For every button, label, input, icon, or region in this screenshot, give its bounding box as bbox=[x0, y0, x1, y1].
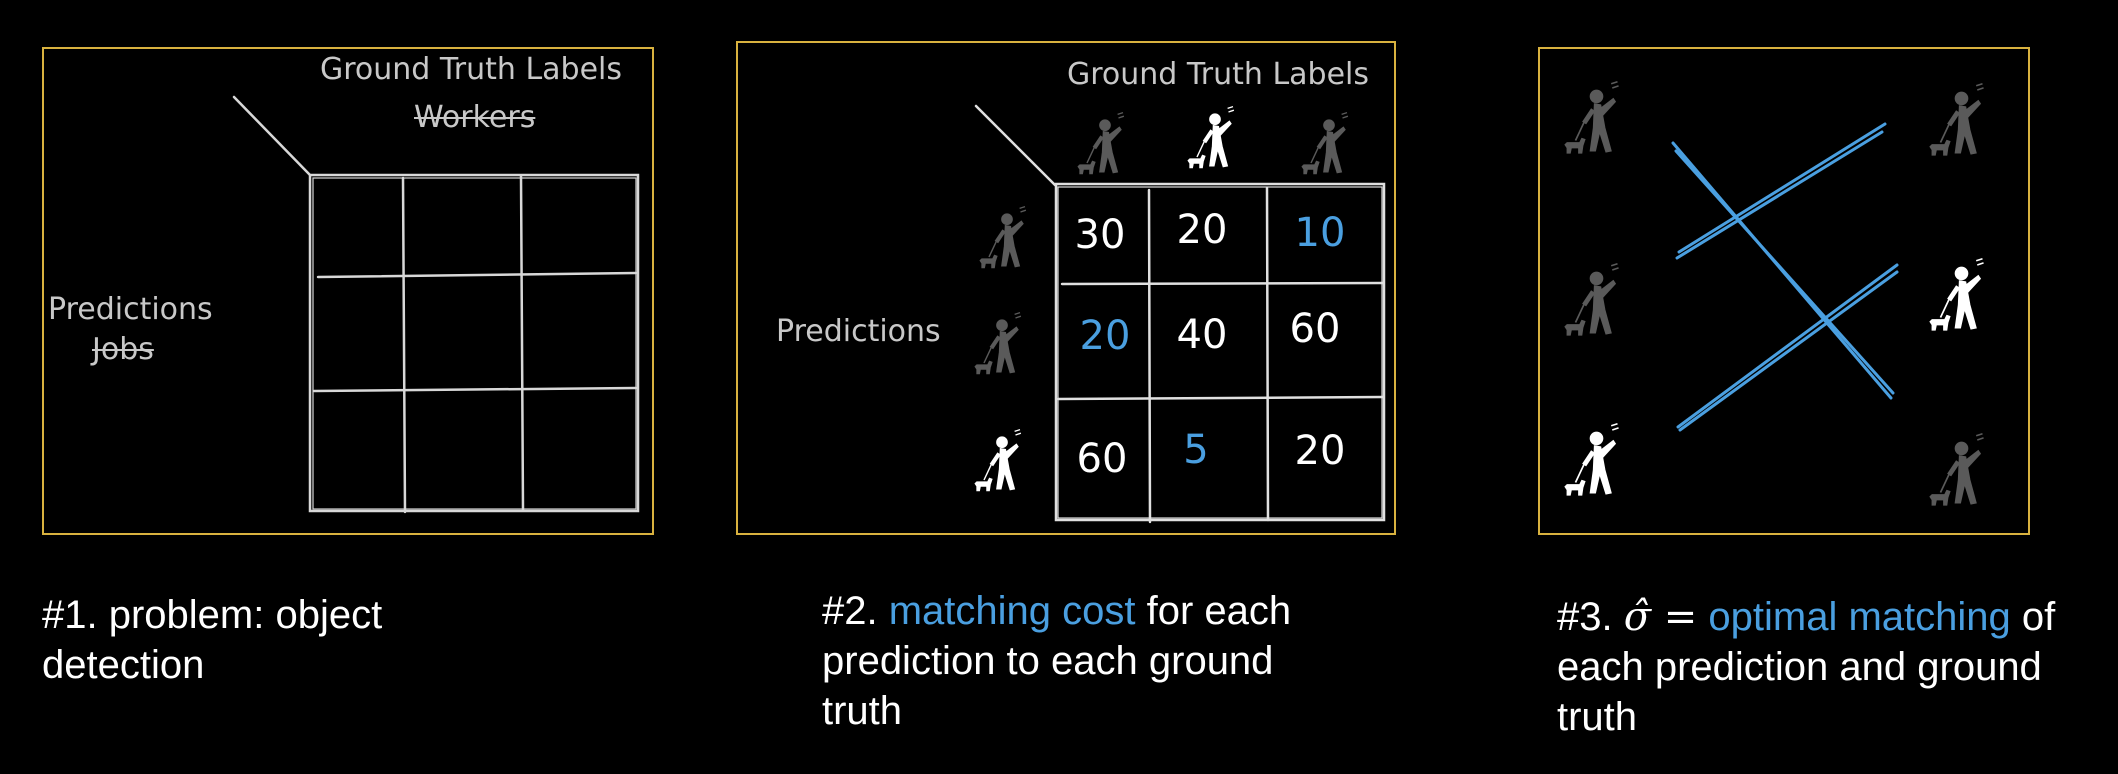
gt-figure-2-icon bbox=[1187, 105, 1235, 169]
caption-2-highlight: matching cost bbox=[888, 589, 1136, 633]
caption-3-suffix: of each prediction and ground truth bbox=[1557, 595, 2056, 739]
panel1-predictions-label: Predictions bbox=[48, 292, 213, 327]
caption-3-symbol: σ̂ = bbox=[1623, 594, 1698, 640]
caption-2-prefix: #2. bbox=[822, 589, 889, 633]
caption-3: #3. σ̂ = optimal matching of each predic… bbox=[1557, 592, 2097, 742]
panel2-ground-truth-label: Ground Truth Labels bbox=[1067, 57, 1370, 92]
cost-cell-r2c3: 60 bbox=[1289, 306, 1341, 352]
cost-cell-r3c1: 60 bbox=[1076, 436, 1128, 482]
caption-1: #1. problem: object detection bbox=[42, 590, 462, 690]
p3-right-figure-3-icon bbox=[1929, 432, 1985, 506]
caption-2: #2. matching cost for each prediction to… bbox=[822, 586, 1342, 736]
panel1-workers-label: Workers bbox=[414, 100, 536, 135]
panel-problem bbox=[42, 47, 654, 535]
caption-2-suffix: for each prediction to each ground truth bbox=[822, 589, 1292, 733]
caption-1-text: #1. problem: object detection bbox=[42, 593, 383, 687]
p3-left-figure-1-icon bbox=[1564, 80, 1620, 154]
gt-figure-3-icon bbox=[1301, 111, 1349, 175]
gt-figure-1-icon bbox=[1077, 111, 1125, 175]
panel1-ground-truth-label: Ground Truth Labels bbox=[320, 52, 623, 87]
cost-cell-r2c2: 40 bbox=[1176, 312, 1228, 358]
p3-left-figure-3-icon bbox=[1564, 422, 1620, 496]
cost-cell-r1c1: 30 bbox=[1074, 212, 1126, 258]
pred-figure-3-icon bbox=[974, 428, 1022, 492]
cost-cell-r3c3: 20 bbox=[1294, 428, 1346, 474]
panel-matching-cost bbox=[736, 41, 1396, 535]
caption-3-prefix: #3. bbox=[1557, 595, 1624, 639]
cost-cell-r2c1: 20 bbox=[1079, 313, 1131, 359]
p3-right-figure-2-icon bbox=[1929, 257, 1985, 331]
panel1-jobs-label: Jobs bbox=[92, 332, 154, 367]
pred-figure-2-icon bbox=[974, 311, 1022, 375]
pred-figure-1-icon bbox=[979, 205, 1027, 269]
panel2-predictions-label: Predictions bbox=[776, 314, 941, 349]
p3-left-figure-2-icon bbox=[1564, 262, 1620, 336]
caption-3-highlight: optimal matching bbox=[1708, 595, 2011, 639]
cost-cell-r1c2: 20 bbox=[1176, 207, 1228, 253]
cost-cell-r3c2: 5 bbox=[1183, 427, 1209, 473]
cost-cell-r1c3: 10 bbox=[1294, 210, 1346, 256]
p3-right-figure-1-icon bbox=[1929, 82, 1985, 156]
